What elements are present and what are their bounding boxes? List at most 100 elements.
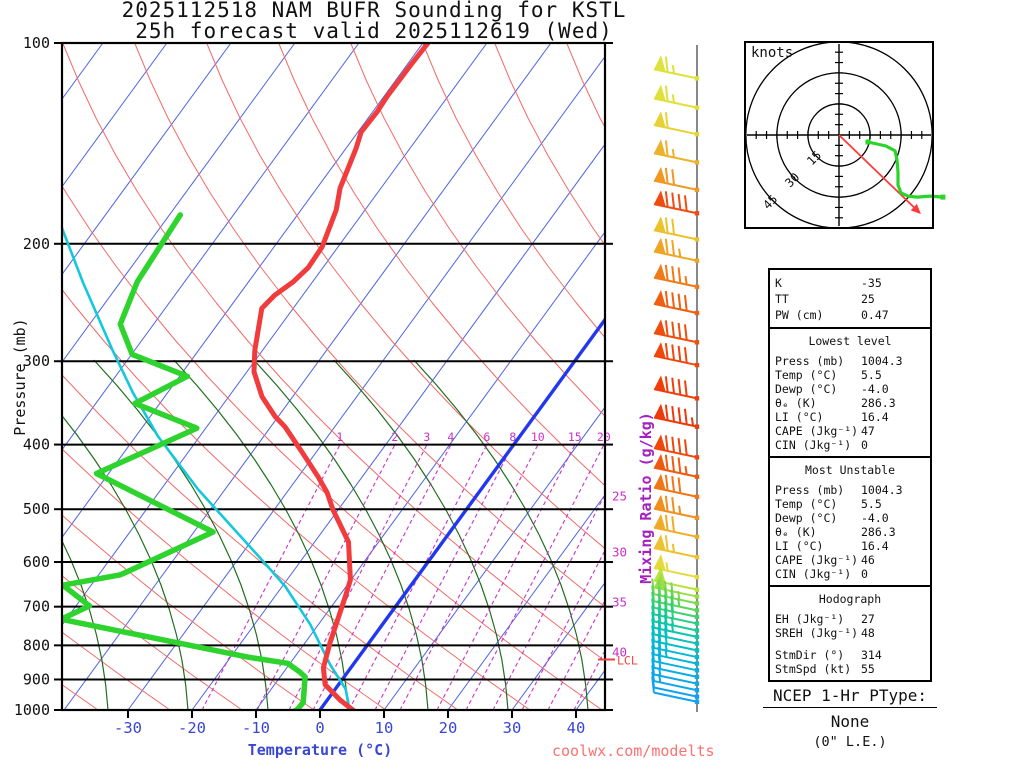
ptype-value: None: [830, 712, 870, 731]
isotherms: [62, 43, 605, 710]
table-row: Temp (°C) 5.5: [775, 497, 925, 511]
table-row-value: 27: [861, 612, 875, 626]
svg-text:30: 30: [612, 544, 627, 559]
table-row: Press (mb) 1004.3: [775, 354, 925, 368]
table-row: Dewp (°C) -4.0: [775, 511, 925, 525]
table-row: PW (cm) 0.47: [775, 307, 925, 323]
table-row-value: 5.5: [861, 497, 882, 511]
table-row-label: Temp (°C): [775, 497, 838, 511]
table-row-value: 48: [861, 626, 875, 640]
table-section-header: Lowest level: [808, 334, 892, 348]
svg-text:-10: -10: [242, 719, 270, 737]
ptype-title: NCEP 1-Hr PType:: [762, 686, 938, 708]
svg-text:500: 500: [23, 500, 50, 518]
table-row-value: -4.0: [861, 382, 889, 396]
table-row-label: SREH (Jkg⁻¹): [775, 626, 859, 640]
table-row-value: 0: [861, 567, 868, 581]
table-row-label: TT: [775, 292, 789, 306]
table-row: Dewp (°C) -4.0: [775, 382, 925, 396]
svg-text:15: 15: [804, 148, 824, 168]
svg-text:700: 700: [23, 598, 50, 616]
svg-text:0: 0: [315, 719, 324, 737]
table-row: TT 25: [775, 291, 925, 307]
table-row-value: 1004.3: [861, 354, 903, 368]
svg-text:LCL: LCL: [617, 653, 638, 667]
svg-text:600: 600: [23, 553, 50, 571]
ptype-note: (0" L.E.): [813, 734, 887, 750]
table-section: K -35 TT 25 PW (cm) 0.47: [770, 270, 930, 329]
table-row-label: EH (Jkg⁻¹): [775, 612, 845, 626]
svg-text:10: 10: [531, 430, 545, 444]
page-title: 2025112518 NAM BUFR Sounding for KSTL: [121, 0, 627, 22]
freezing-isotherm: [318, 316, 605, 710]
table-row-label: Dewp (°C): [775, 511, 838, 525]
table-row-label: LI (°C): [775, 539, 824, 553]
svg-text:3: 3: [423, 430, 430, 444]
svg-text:900: 900: [23, 670, 50, 688]
sounding-indices-table: K -35 TT 25 PW (cm) 0.47 Lowest level Press (mb…: [768, 268, 932, 682]
svg-text:40: 40: [612, 644, 627, 659]
hodograph-border: [744, 41, 934, 229]
table-row-label: CAPE (Jkg⁻¹): [775, 424, 859, 438]
table-row-label: Dewp (°C): [775, 382, 838, 396]
ptype-block: NCEP 1-Hr PType: None (0" L.E.): [744, 686, 956, 750]
table-row: CAPE (Jkg⁻¹) 46: [775, 553, 925, 567]
svg-text:knots: knots: [751, 45, 793, 61]
table-row: LI (°C) 16.4: [775, 539, 925, 553]
svg-text:2: 2: [391, 430, 398, 444]
svg-text:800: 800: [23, 636, 50, 654]
table-section-header: Most Unstable: [804, 463, 895, 477]
mixing-ratio-lines: [201, 444, 605, 710]
table-row-value: 0.47: [861, 308, 889, 322]
table-row: SREH (Jkg⁻¹) 48: [775, 626, 925, 640]
svg-text:20: 20: [439, 719, 458, 737]
table-row-label: Press (mb): [775, 483, 845, 497]
svg-text:1000: 1000: [14, 701, 50, 719]
svg-text:30: 30: [503, 719, 522, 737]
table-row-value: 16.4: [861, 539, 889, 553]
moist-adiabats: [62, 359, 589, 710]
pressure-axis-label: Pressure (mb): [11, 318, 29, 436]
table-row: LI (°C) 16.4: [775, 410, 925, 424]
svg-text:8: 8: [509, 430, 516, 444]
watermark-link[interactable]: coolwx.com/modelts: [552, 742, 715, 760]
table-row-value: 25: [861, 292, 875, 306]
table-row-label: CAPE (Jkg⁻¹): [775, 553, 859, 567]
table-row-value: -4.0: [861, 511, 889, 525]
wetbulb-curve: [62, 226, 351, 706]
svg-text:400: 400: [23, 436, 50, 454]
table-row-value: 16.4: [861, 410, 889, 424]
table-section: Hodograph EH (Jkg⁻¹) 27 SREH (Jkg⁻¹) 48 StmDi…: [770, 587, 930, 680]
hodograph-trace: [867, 140, 944, 199]
table-row-label: CIN (Jkg⁻¹): [775, 567, 852, 581]
table-section: Lowest level Press (mb) 1004.3 Temp (°C) 5.5…: [770, 329, 930, 458]
svg-text:40: 40: [567, 719, 586, 737]
table-row: CIN (Jkg⁻¹) 0: [775, 438, 925, 452]
svg-text:4: 4: [447, 430, 454, 444]
table-row-value: 55: [861, 662, 875, 676]
wind-barbs: [651, 55, 700, 704]
table-row-label: StmDir (°): [775, 648, 845, 662]
table-row: K -35: [775, 275, 925, 291]
table-row-value: 47: [861, 424, 875, 438]
table-row-value: 286.3: [861, 396, 896, 410]
table-row: CIN (Jkg⁻¹) 0: [775, 567, 925, 581]
mixing-ratio-axis-label: Mixing Ratio (g/kg): [637, 412, 655, 584]
table-row-label: Temp (°C): [775, 368, 838, 382]
table-row-value: 1004.3: [861, 483, 903, 497]
table-row: EH (Jkg⁻¹) 27: [775, 612, 925, 626]
table-section: Most Unstable Press (mb) 1004.3 Temp (°C) 5.…: [770, 458, 930, 587]
table-row-value: 5.5: [861, 368, 882, 382]
storm-motion-arrow: [838, 134, 918, 211]
temperature-curve: [251, 43, 431, 710]
dewpoint-curve: [62, 212, 308, 710]
table-row-label: θₑ (K): [775, 396, 817, 410]
table-row-label: Press (mb): [775, 354, 845, 368]
svg-text:1: 1: [336, 430, 343, 444]
table-row: θₑ (K) 286.3: [775, 396, 925, 410]
table-row: StmSpd (kt) 55: [775, 662, 925, 676]
svg-text:35: 35: [612, 594, 627, 609]
